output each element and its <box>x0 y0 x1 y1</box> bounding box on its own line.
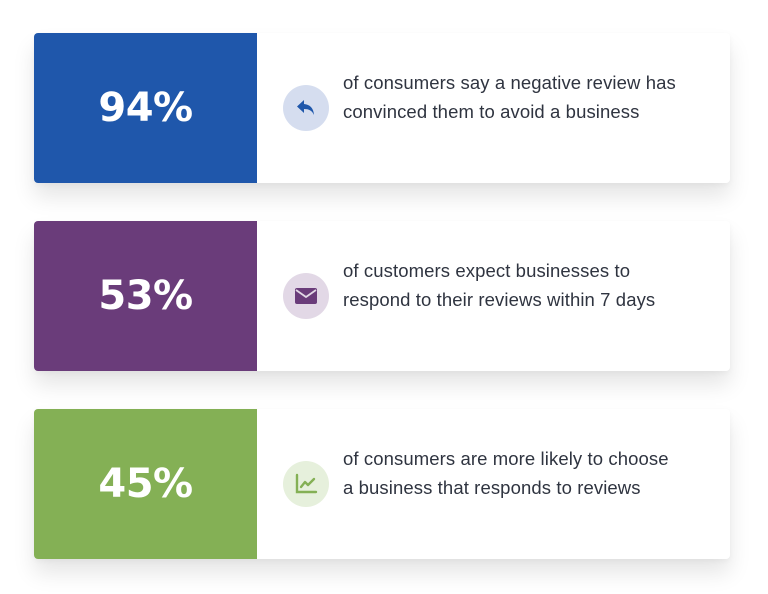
stat-description: of consumers are more likely to choose a… <box>343 448 669 498</box>
envelope-icon <box>283 273 329 319</box>
stat-value: 45% <box>34 409 257 559</box>
line-chart-icon <box>283 461 329 507</box>
stat-card-response-expectation: 53% of customers expect businesses to re… <box>34 221 730 371</box>
stat-value: 53% <box>34 221 257 371</box>
stat-card-choose-business: 45% of consumers are more likely to choo… <box>34 409 730 559</box>
reply-arrow-icon <box>283 85 329 131</box>
stat-card-negative-review: 94% of consumers say a negative review h… <box>34 33 730 183</box>
stat-description: of consumers say a negative review has c… <box>343 72 676 122</box>
stat-description: of customers expect businesses to respon… <box>343 260 656 310</box>
stat-value: 94% <box>34 33 257 183</box>
